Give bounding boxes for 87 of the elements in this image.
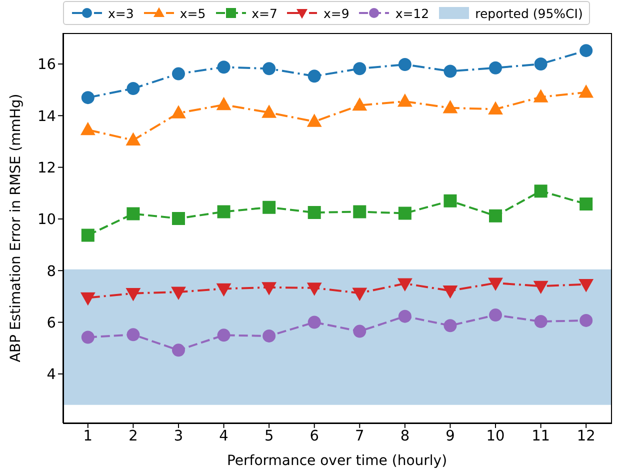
- point: [80, 292, 96, 306]
- y-tick-label: 12: [38, 160, 56, 176]
- point: [534, 280, 548, 294]
- point: [488, 102, 503, 114]
- point: [353, 324, 366, 338]
- legend-label: x=12: [395, 6, 430, 20]
- legend-label: x=5: [180, 6, 206, 20]
- point: [534, 184, 548, 198]
- x-tick-label: 9: [446, 428, 455, 444]
- point: [580, 44, 593, 58]
- point: [262, 105, 276, 118]
- legend-label: reported (95%CI): [475, 6, 583, 20]
- x-tick-label: 10: [486, 428, 505, 444]
- legend-label: x=7: [252, 6, 278, 20]
- point: [398, 58, 412, 71]
- point: [307, 282, 322, 296]
- point: [262, 282, 276, 295]
- point: [352, 98, 367, 111]
- point: [126, 328, 140, 342]
- point: [262, 62, 276, 76]
- point: [307, 114, 322, 127]
- y-axis-title: ABP Estimation Error in RMSE (mmHg): [8, 94, 24, 362]
- point: [308, 206, 321, 220]
- y-tick-label: 10: [38, 212, 56, 228]
- point: [353, 205, 366, 218]
- point: [172, 67, 185, 80]
- x-tick-label: 11: [532, 428, 550, 444]
- point: [578, 85, 594, 98]
- point: [534, 58, 548, 70]
- point: [489, 61, 502, 74]
- point: [217, 205, 230, 218]
- x-tick-label: 5: [264, 428, 274, 444]
- point: [580, 314, 593, 327]
- point: [443, 285, 458, 298]
- point: [81, 330, 94, 344]
- x-tick-label: 7: [355, 428, 364, 444]
- x-tick-label: 6: [310, 428, 319, 444]
- y-tick-label: 6: [46, 315, 56, 332]
- point: [488, 278, 503, 290]
- x-tick-label: 1: [83, 428, 93, 444]
- point: [398, 206, 412, 220]
- point: [126, 82, 140, 96]
- point: [126, 207, 140, 220]
- point: [81, 228, 94, 242]
- point: [172, 212, 185, 225]
- point: [489, 308, 502, 322]
- legend-label: x=3: [108, 6, 134, 20]
- point: [126, 288, 140, 301]
- point: [80, 122, 96, 136]
- x-axis-title: Performance over time (hourly): [226, 453, 448, 469]
- point: [262, 329, 276, 342]
- legend-label: x=9: [323, 6, 350, 20]
- y-tick-label: 14: [38, 108, 56, 125]
- point: [126, 132, 140, 146]
- point: [352, 288, 367, 300]
- point: [217, 328, 230, 342]
- x-tick-label: 3: [174, 428, 184, 444]
- x-tick-label: 2: [128, 428, 138, 444]
- point: [580, 197, 593, 210]
- point: [353, 62, 366, 76]
- y-tick-label: 16: [38, 57, 56, 74]
- point: [171, 286, 186, 300]
- point: [578, 279, 594, 292]
- point: [398, 310, 412, 323]
- point: [308, 70, 321, 83]
- point: [172, 344, 185, 357]
- point: [443, 100, 458, 114]
- point: [534, 315, 548, 328]
- point: [489, 209, 502, 222]
- point: [308, 316, 321, 329]
- x-tick-label: 12: [576, 428, 596, 444]
- y-tick-label: 4: [46, 367, 56, 384]
- x-tick-label: 8: [400, 428, 410, 444]
- y-tick-label: 8: [46, 264, 56, 280]
- point: [216, 97, 231, 110]
- point: [398, 94, 412, 107]
- point: [262, 200, 276, 214]
- point: [444, 319, 457, 332]
- point: [398, 278, 412, 291]
- point: [444, 64, 457, 78]
- point: [217, 60, 230, 74]
- x-tick-label: 4: [219, 428, 228, 444]
- point: [81, 91, 94, 104]
- point: [171, 106, 186, 118]
- point: [444, 194, 457, 208]
- point: [216, 283, 231, 296]
- point: [534, 90, 548, 102]
